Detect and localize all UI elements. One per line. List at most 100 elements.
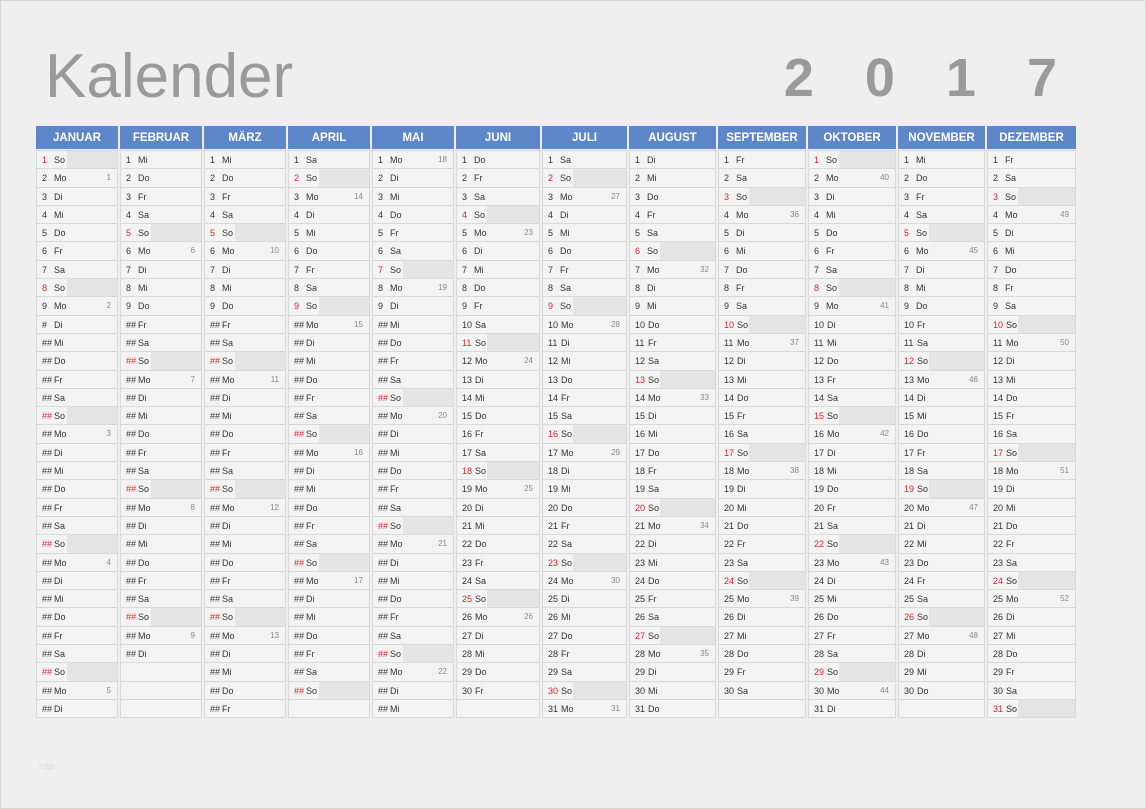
day-cell[interactable]: 3 Fr xyxy=(204,187,286,206)
day-cell[interactable]: 1 Do xyxy=(456,150,540,170)
day-cell[interactable]: 8 Mi xyxy=(204,279,286,298)
day-cell[interactable]: 10 Sa xyxy=(456,315,540,334)
day-cell[interactable]: 1 Sa xyxy=(288,150,370,170)
day-cell[interactable]: ## Mo 4 xyxy=(36,553,118,572)
day-cell[interactable]: 11 Mi xyxy=(808,333,896,353)
day-cell[interactable]: ## Do xyxy=(204,425,286,444)
day-cell[interactable]: 6 Sa xyxy=(372,242,454,261)
day-cell-sunday[interactable]: 22 So xyxy=(808,535,896,554)
day-cell[interactable]: ## Mi xyxy=(36,333,118,353)
day-cell[interactable]: 13 Mo 46 xyxy=(898,370,985,389)
day-cell-sunday[interactable]: 7 So xyxy=(372,260,454,280)
day-cell[interactable]: ## Fr xyxy=(204,699,286,719)
day-cell[interactable]: ## Fr xyxy=(120,571,202,591)
day-cell[interactable]: ## Mo 15 xyxy=(288,315,370,334)
day-cell[interactable]: ## Mo 13 xyxy=(204,626,286,646)
day-cell[interactable]: ## Sa xyxy=(204,590,286,609)
day-cell[interactable]: 26 Sa xyxy=(629,608,716,627)
day-cell[interactable]: 10 Mo 28 xyxy=(542,315,627,334)
day-cell-sunday[interactable]: 24 So xyxy=(718,571,806,591)
day-cell[interactable]: ## Fr xyxy=(36,370,118,389)
day-cell[interactable]: 18 Di xyxy=(542,462,627,481)
day-cell[interactable]: 16 Do xyxy=(898,425,985,444)
day-cell[interactable]: 19 Mi xyxy=(542,480,627,499)
day-cell[interactable]: ## Di xyxy=(120,645,202,664)
day-cell[interactable]: 26 Mo 26 xyxy=(456,608,540,627)
day-cell-sunday[interactable]: ## So xyxy=(204,480,286,499)
day-cell[interactable]: 26 Di xyxy=(718,608,806,627)
day-cell[interactable]: 14 Mi xyxy=(456,388,540,408)
day-cell[interactable]: 6 Mo 6 xyxy=(120,242,202,261)
day-cell[interactable]: ## Sa xyxy=(120,590,202,609)
day-cell[interactable]: 27 Di xyxy=(456,626,540,646)
day-cell[interactable]: 19 Mo 25 xyxy=(456,480,540,499)
day-cell[interactable]: 17 Di xyxy=(808,443,896,463)
day-cell-sunday[interactable]: ## So xyxy=(120,608,202,627)
day-cell-sunday[interactable]: 10 So xyxy=(987,315,1076,334)
day-cell[interactable]: 22 Do xyxy=(456,535,540,554)
day-cell[interactable]: ## Mi xyxy=(204,407,286,426)
day-cell[interactable]: ## Do xyxy=(288,370,370,389)
day-cell[interactable]: 9 Do xyxy=(204,297,286,316)
day-cell[interactable]: 15 Fr xyxy=(987,407,1076,426)
day-cell[interactable]: 4 Mo 49 xyxy=(987,205,1076,225)
day-cell[interactable]: 8 Fr xyxy=(718,279,806,298)
day-cell[interactable]: 8 Mo 19 xyxy=(372,279,454,298)
day-cell[interactable]: ## Di xyxy=(288,333,370,353)
day-cell[interactable]: 14 Do xyxy=(718,388,806,408)
day-cell[interactable]: 12 Mi xyxy=(542,352,627,371)
day-cell[interactable]: ## Fr xyxy=(204,315,286,334)
day-cell[interactable]: 6 Do xyxy=(288,242,370,261)
day-cell[interactable]: 2 Do xyxy=(120,169,202,188)
day-cell[interactable]: ## Mo 21 xyxy=(372,535,454,554)
day-cell[interactable]: 1 Fr xyxy=(987,150,1076,170)
day-cell[interactable]: 3 Mo 14 xyxy=(288,187,370,206)
day-cell[interactable]: 18 Mi xyxy=(808,462,896,481)
day-cell-sunday[interactable]: 23 So xyxy=(542,553,627,572)
day-cell[interactable]: 25 Mi xyxy=(808,590,896,609)
day-cell[interactable]: 25 Sa xyxy=(898,590,985,609)
day-cell[interactable]: 9 Do xyxy=(898,297,985,316)
day-cell[interactable]: 23 Sa xyxy=(987,553,1076,572)
day-cell[interactable]: 30 Do xyxy=(898,681,985,700)
day-cell[interactable]: ## Mi xyxy=(288,608,370,627)
day-cell-sunday[interactable]: 15 So xyxy=(808,407,896,426)
day-cell-sunday[interactable]: ## So xyxy=(36,663,118,682)
day-cell[interactable]: ## Do xyxy=(372,590,454,609)
day-cell[interactable]: ## Do xyxy=(288,498,370,517)
day-cell[interactable]: ## Sa xyxy=(288,535,370,554)
day-cell[interactable]: 27 Do xyxy=(542,626,627,646)
day-cell-sunday[interactable]: ## So xyxy=(288,553,370,572)
day-cell[interactable]: 2 Fr xyxy=(456,169,540,188)
day-cell[interactable]: ## Di xyxy=(204,516,286,536)
day-cell[interactable]: 20 Mo 47 xyxy=(898,498,985,517)
day-cell[interactable]: 8 Mi xyxy=(898,279,985,298)
day-cell[interactable]: ## Di xyxy=(372,553,454,572)
day-cell[interactable]: 22 Fr xyxy=(987,535,1076,554)
day-cell[interactable]: 7 Fr xyxy=(288,260,370,280)
day-cell[interactable]: 4 Di xyxy=(542,205,627,225)
day-cell[interactable]: 10 Di xyxy=(808,315,896,334)
day-cell-sunday[interactable]: 30 So xyxy=(542,681,627,700)
day-cell[interactable]: 14 Do xyxy=(987,388,1076,408)
day-cell-sunday[interactable]: 3 So xyxy=(718,187,806,206)
day-cell[interactable]: 12 Sa xyxy=(629,352,716,371)
day-cell[interactable]: 1 Di xyxy=(629,150,716,170)
day-cell-sunday[interactable]: 9 So xyxy=(542,297,627,316)
day-cell[interactable]: ## Do xyxy=(204,681,286,700)
day-cell[interactable]: 23 Mo 43 xyxy=(808,553,896,572)
day-cell[interactable]: 11 Mo 50 xyxy=(987,333,1076,353)
day-cell[interactable]: ## Di xyxy=(288,462,370,481)
day-cell[interactable]: 9 Di xyxy=(372,297,454,316)
day-cell[interactable]: 6 Mi xyxy=(718,242,806,261)
day-cell[interactable]: 22 Sa xyxy=(542,535,627,554)
day-cell[interactable]: 6 Mo 45 xyxy=(898,242,985,261)
day-cell[interactable]: 5 Di xyxy=(987,224,1076,243)
day-cell[interactable]: ## Sa xyxy=(36,388,118,408)
day-cell-sunday[interactable]: 2 So xyxy=(542,169,627,188)
day-cell[interactable]: 2 Mo 40 xyxy=(808,169,896,188)
day-cell[interactable]: # Di xyxy=(36,315,118,334)
day-cell[interactable]: ## Do xyxy=(120,425,202,444)
day-cell[interactable]: ## Sa xyxy=(288,663,370,682)
day-cell[interactable]: 6 Fr xyxy=(808,242,896,261)
